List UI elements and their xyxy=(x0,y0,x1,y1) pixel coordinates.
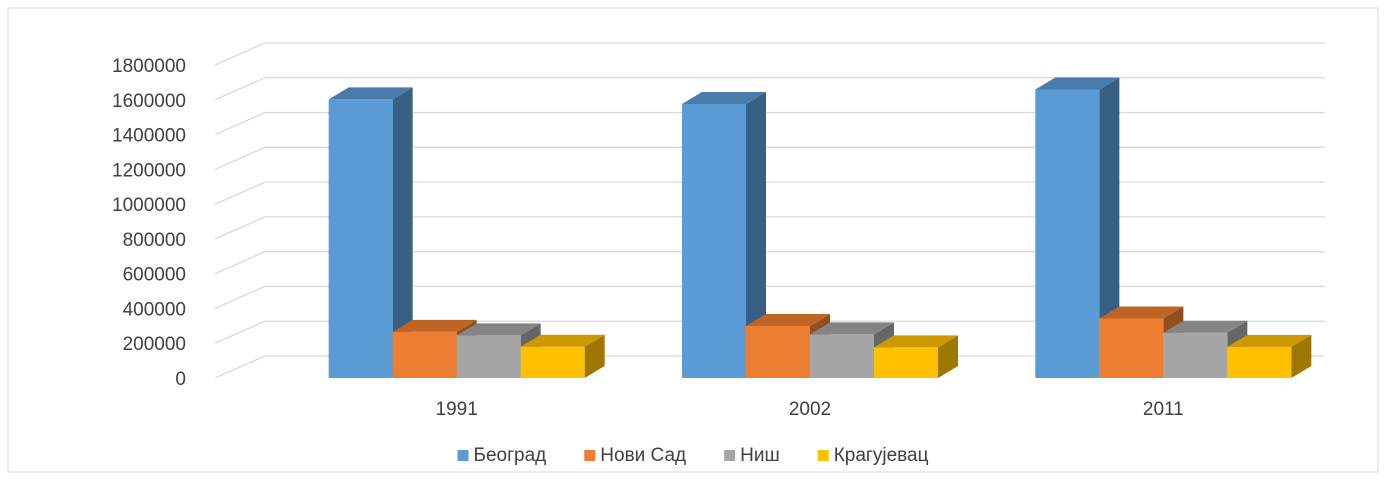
legend-label: Нови Сад xyxy=(600,445,686,466)
bar-top xyxy=(456,323,541,336)
bar-side xyxy=(1099,77,1120,378)
y-tick-label: 1200000 xyxy=(112,160,186,181)
legend-label: Ниш xyxy=(740,445,780,466)
legend-marker xyxy=(584,450,596,461)
legend-label: Београд xyxy=(474,445,547,466)
y-tick-label: 200000 xyxy=(123,334,186,355)
legend-marker xyxy=(457,450,469,461)
x-tick-label: 1991 xyxy=(436,399,478,420)
bar xyxy=(682,103,746,378)
bar xyxy=(520,346,585,378)
bar-side xyxy=(584,334,605,378)
x-tick-label: 2011 xyxy=(1143,399,1184,420)
bar-top xyxy=(392,319,477,332)
bar-top xyxy=(520,334,605,347)
grid-line xyxy=(214,251,1325,275)
bar-top xyxy=(810,322,894,335)
y-tick-label: 0 xyxy=(175,369,186,390)
bar xyxy=(810,334,874,378)
grid-line xyxy=(214,216,1325,240)
bar-side xyxy=(1291,334,1312,378)
x-tick-label: 2002 xyxy=(789,399,831,420)
y-tick-label: 600000 xyxy=(123,265,186,286)
bar xyxy=(874,347,938,378)
bar-top xyxy=(1035,77,1120,90)
y-tick-label: 1600000 xyxy=(112,91,186,112)
grid-line xyxy=(214,320,1325,344)
grid-line xyxy=(214,146,1325,170)
y-tick-label: 1000000 xyxy=(112,195,186,216)
bar-top xyxy=(874,335,958,348)
bar xyxy=(456,335,521,378)
grid-line xyxy=(214,111,1325,136)
bar xyxy=(1035,89,1100,378)
bar-side xyxy=(392,87,413,379)
y-tick-label: 400000 xyxy=(123,299,186,320)
bar-side xyxy=(938,335,958,378)
y-tick-label: 800000 xyxy=(123,230,186,251)
bar xyxy=(392,331,457,378)
bar xyxy=(746,326,810,378)
legend-label: Крагујевац xyxy=(834,445,929,466)
grid-line xyxy=(214,77,1325,101)
bar xyxy=(1099,318,1164,378)
bar-top xyxy=(1227,334,1312,347)
bar-top xyxy=(682,91,766,104)
bar-side xyxy=(746,91,766,378)
grid-line xyxy=(214,285,1325,310)
legend-marker xyxy=(724,450,736,461)
grid-line xyxy=(214,42,1325,66)
grid-line xyxy=(214,355,1325,379)
bar-top xyxy=(328,87,413,100)
bar xyxy=(328,99,393,379)
bar xyxy=(1163,332,1228,378)
bar xyxy=(1227,346,1292,378)
bar-top xyxy=(1099,306,1184,319)
bar-top xyxy=(1163,320,1248,333)
legend-marker xyxy=(817,450,829,461)
grid-line xyxy=(214,181,1325,205)
bar-top xyxy=(746,314,830,327)
y-tick-label: 1400000 xyxy=(112,126,186,147)
y-tick-label: 1800000 xyxy=(112,56,186,77)
